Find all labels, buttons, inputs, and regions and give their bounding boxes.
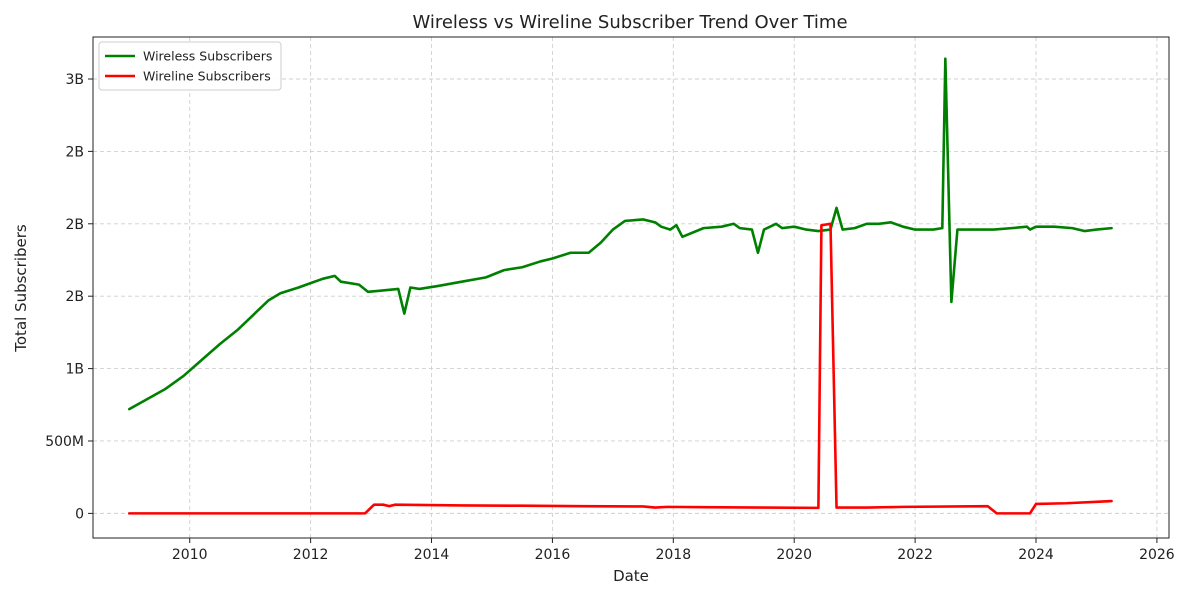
legend-label-wireline: Wireline Subscribers [143, 69, 271, 84]
x-axis-ticks: 2010 2012 2014 2016 2018 2020 2022 2024 2026 [172, 538, 1175, 563]
y-axis-ticks: 0 500M 1B 2B 2B 2B 3B [45, 72, 93, 522]
y-tick-label: 0 [75, 506, 84, 522]
legend: Wireless Subscribers Wireline Subscriber… [98, 41, 282, 91]
x-tick-label: 2010 [172, 547, 208, 563]
x-axis-label: Date [613, 567, 649, 585]
y-tick-label: 1B [65, 362, 84, 378]
y-tick-label: 3B [65, 72, 84, 88]
x-tick-label: 2014 [414, 547, 450, 563]
y-tick-label: 2B [65, 217, 84, 233]
legend-box [98, 41, 282, 91]
chart-title: Wireless vs Wireline Subscriber Trend Ov… [412, 12, 847, 33]
y-tick-label: 2B [65, 289, 84, 305]
y-tick-label: 2B [65, 144, 84, 160]
x-tick-label: 2018 [655, 547, 691, 563]
x-tick-label: 2020 [776, 547, 812, 563]
y-tick-label: 500M [45, 434, 84, 450]
x-tick-label: 2012 [293, 547, 329, 563]
x-tick-label: 2024 [1018, 547, 1054, 563]
grid [93, 37, 1169, 538]
x-tick-label: 2022 [897, 547, 933, 563]
y-axis-label: Total Subscribers [12, 224, 30, 353]
x-tick-label: 2026 [1139, 547, 1175, 563]
series-layer [127, 57, 1113, 515]
x-tick-label: 2016 [535, 547, 571, 563]
wireline-series-line [127, 222, 1113, 515]
legend-label-wireless: Wireless Subscribers [143, 49, 272, 64]
wireless-series-line [127, 57, 1113, 411]
plot-frame [92, 36, 1170, 539]
